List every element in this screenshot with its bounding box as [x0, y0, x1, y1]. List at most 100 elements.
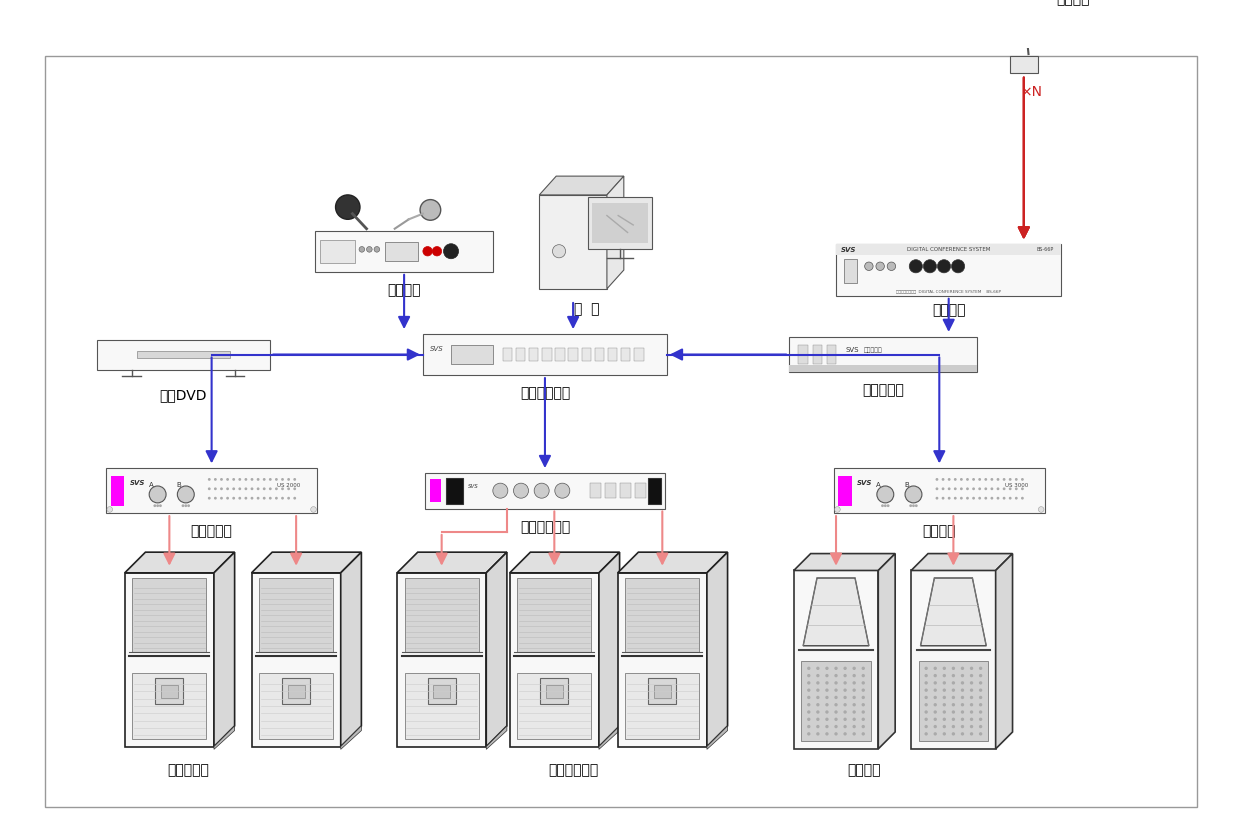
Circle shape — [816, 710, 820, 714]
Circle shape — [1038, 507, 1045, 512]
Circle shape — [954, 487, 956, 490]
Bar — [260, 673, 333, 739]
Circle shape — [220, 497, 222, 499]
Text: 主扩声音箱: 主扩声音箱 — [168, 763, 209, 777]
Circle shape — [961, 689, 964, 692]
Polygon shape — [487, 552, 507, 747]
Circle shape — [207, 487, 211, 490]
Circle shape — [1009, 497, 1011, 499]
Circle shape — [226, 487, 229, 490]
Circle shape — [934, 710, 936, 714]
Circle shape — [843, 732, 847, 735]
Circle shape — [985, 497, 987, 499]
Bar — [517, 673, 591, 739]
Circle shape — [1015, 487, 1017, 490]
Bar — [605, 483, 616, 499]
Circle shape — [238, 478, 241, 481]
Circle shape — [877, 486, 894, 503]
Text: SVS: SVS — [841, 246, 856, 253]
Bar — [607, 348, 617, 361]
Circle shape — [881, 504, 884, 507]
Circle shape — [979, 689, 982, 692]
Circle shape — [149, 486, 166, 503]
Circle shape — [852, 681, 856, 685]
Bar — [843, 259, 857, 283]
Bar — [595, 348, 604, 361]
Circle shape — [1021, 487, 1023, 490]
Polygon shape — [214, 726, 235, 749]
Circle shape — [835, 696, 837, 699]
Circle shape — [366, 246, 373, 252]
Circle shape — [835, 732, 837, 735]
Circle shape — [807, 674, 811, 677]
Circle shape — [887, 262, 895, 270]
Circle shape — [862, 710, 864, 714]
Circle shape — [270, 487, 272, 490]
Circle shape — [961, 732, 964, 735]
Circle shape — [293, 478, 296, 481]
Bar — [620, 483, 631, 499]
Circle shape — [226, 497, 229, 499]
Circle shape — [951, 717, 955, 721]
Circle shape — [816, 717, 820, 721]
Circle shape — [1015, 478, 1017, 481]
Text: 发言单元: 发言单元 — [1057, 0, 1090, 7]
Circle shape — [335, 195, 360, 220]
Circle shape — [843, 674, 847, 677]
Circle shape — [972, 497, 975, 499]
Circle shape — [232, 487, 235, 490]
Bar — [789, 337, 977, 372]
Polygon shape — [878, 553, 895, 749]
Polygon shape — [599, 552, 620, 747]
Circle shape — [816, 681, 820, 685]
Circle shape — [951, 710, 955, 714]
Circle shape — [924, 696, 928, 699]
Bar — [789, 365, 977, 372]
Circle shape — [156, 504, 159, 507]
Text: 蓝光DVD: 蓝光DVD — [160, 388, 207, 402]
Circle shape — [934, 674, 936, 677]
Circle shape — [934, 703, 936, 707]
Circle shape — [951, 703, 955, 707]
Bar — [422, 334, 667, 375]
Bar — [635, 348, 643, 361]
Circle shape — [374, 246, 380, 252]
Circle shape — [443, 244, 458, 259]
Circle shape — [852, 717, 856, 721]
Circle shape — [970, 696, 974, 699]
Circle shape — [990, 497, 994, 499]
Circle shape — [825, 689, 828, 692]
Circle shape — [825, 717, 828, 721]
Circle shape — [948, 487, 950, 490]
Circle shape — [1002, 497, 1006, 499]
Circle shape — [293, 487, 296, 490]
Circle shape — [1002, 478, 1006, 481]
Circle shape — [996, 487, 1000, 490]
Circle shape — [979, 674, 982, 677]
Circle shape — [948, 478, 950, 481]
Circle shape — [979, 710, 982, 714]
Bar — [282, 678, 310, 704]
Polygon shape — [487, 726, 507, 749]
Circle shape — [159, 504, 161, 507]
Circle shape — [935, 487, 939, 490]
Circle shape — [852, 667, 856, 670]
Bar — [801, 661, 871, 742]
Bar — [542, 348, 551, 361]
Circle shape — [852, 703, 856, 707]
Circle shape — [843, 696, 847, 699]
Circle shape — [107, 507, 113, 512]
Circle shape — [951, 732, 955, 735]
Circle shape — [960, 487, 963, 490]
Circle shape — [970, 689, 974, 692]
Circle shape — [966, 487, 969, 490]
Text: BS-66P: BS-66P — [1037, 247, 1054, 252]
Circle shape — [938, 259, 950, 273]
Text: 反馈抑制器: 反馈抑制器 — [862, 384, 904, 397]
Circle shape — [970, 703, 974, 707]
Polygon shape — [124, 573, 214, 747]
Circle shape — [1021, 497, 1023, 499]
Circle shape — [924, 689, 928, 692]
Circle shape — [835, 689, 837, 692]
Circle shape — [807, 710, 811, 714]
